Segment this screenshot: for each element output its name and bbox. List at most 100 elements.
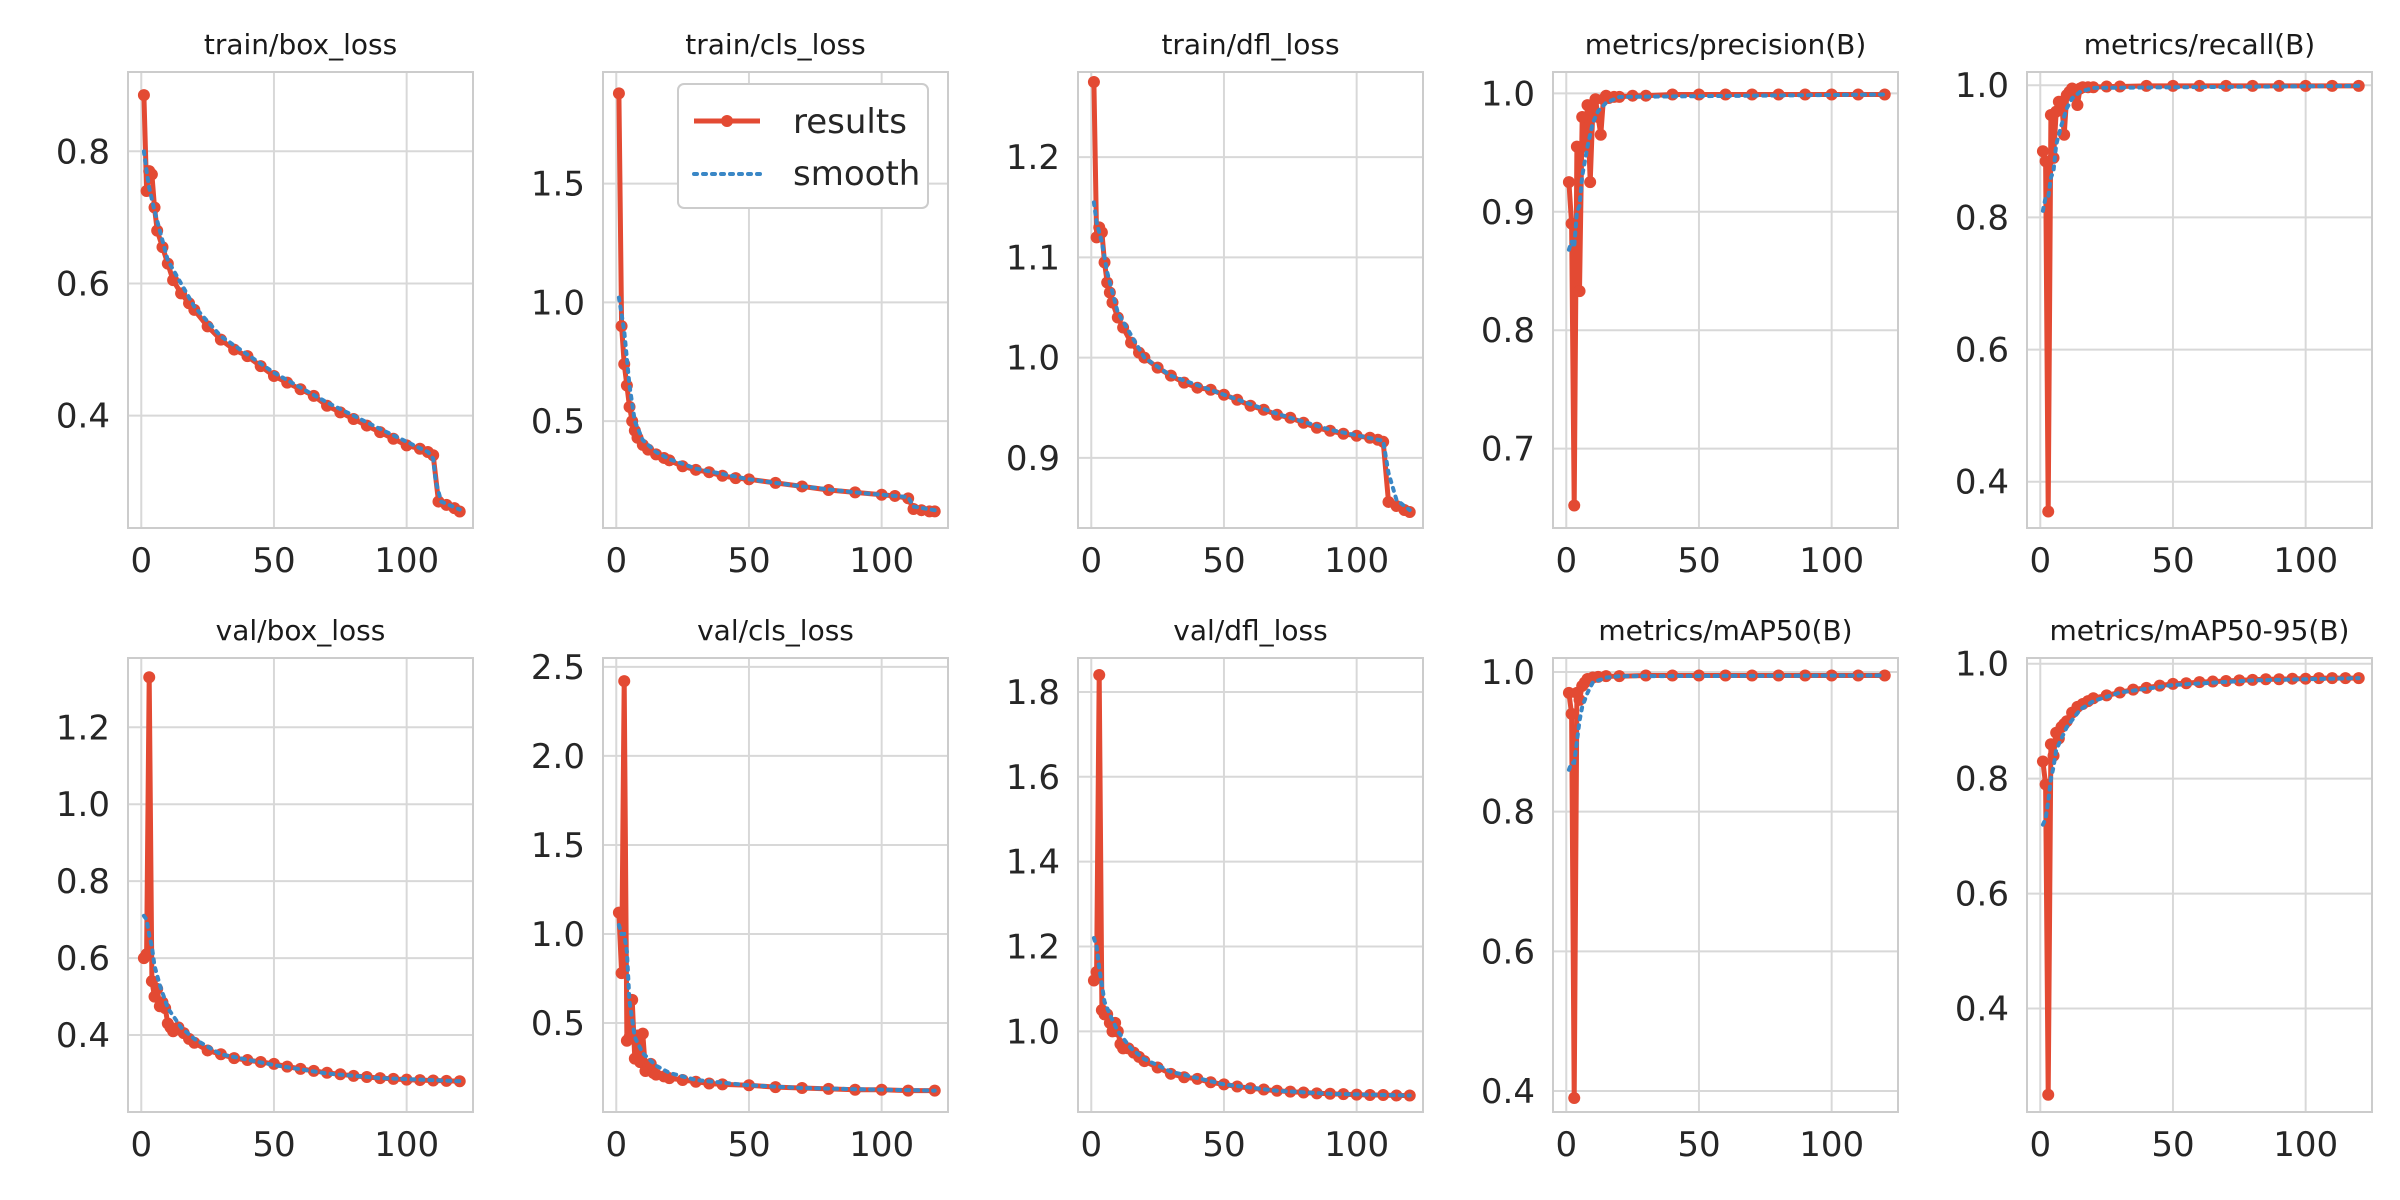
plot-frame [127, 71, 474, 529]
y-tick-label: 0.4 [1955, 463, 2009, 503]
y-tick-label: 1.0 [1006, 1012, 1060, 1052]
y-tick-label: 0.6 [1955, 875, 2009, 915]
results-point [1363, 1089, 1376, 1102]
x-tick-label: 100 [1799, 541, 1864, 581]
x-tick-label: 50 [2151, 1125, 2194, 1165]
y-tick-label: 1.0 [531, 283, 585, 323]
y-tick-label: 0.9 [1481, 193, 1535, 233]
x-tick-label: 50 [2151, 541, 2194, 581]
subplot-title: metrics/mAP50(B) [1598, 614, 1852, 647]
y-tick-label: 1.8 [1006, 673, 1060, 713]
x-tick-label: 100 [2273, 541, 2338, 581]
results-point [143, 671, 156, 684]
results-point [1852, 88, 1865, 101]
results-point [1772, 88, 1785, 101]
y-tick-label: 1.6 [1006, 758, 1060, 798]
x-tick-label: 100 [374, 1125, 439, 1165]
subplot-title: val/dfl_loss [1173, 614, 1327, 647]
results-point [2312, 672, 2325, 685]
x-tick-label: 0 [1555, 1125, 1577, 1165]
y-tick-label: 0.4 [1955, 990, 2009, 1030]
results-point [1087, 76, 1100, 89]
smooth-line [1566, 92, 1887, 252]
y-tick-label: 1.2 [56, 708, 110, 748]
plot-frame [602, 71, 949, 529]
y-tick-label: 2.0 [531, 737, 585, 777]
y-tick-label: 1.4 [1006, 843, 1060, 883]
y-tick-label: 0.8 [56, 862, 110, 902]
y-tick-label: 0.6 [1481, 932, 1535, 972]
x-tick-label: 100 [1799, 1125, 1864, 1165]
results-point [2036, 145, 2049, 158]
x-tick-label: 50 [1202, 541, 1245, 581]
y-tick-label: 1.5 [531, 826, 585, 866]
results-point [2339, 672, 2352, 685]
x-tick-label: 0 [2029, 1125, 2051, 1165]
y-tick-label: 0.8 [1955, 760, 2009, 800]
x-tick-label: 50 [727, 541, 770, 581]
results-point [1568, 1092, 1581, 1105]
y-tick-label: 0.4 [56, 1016, 110, 1056]
results-point [1565, 707, 1578, 720]
y-tick-label: 1.0 [56, 785, 110, 825]
results-point [1093, 668, 1106, 681]
plot-frame [127, 657, 474, 1113]
results-point [1576, 111, 1589, 124]
smooth-line [1091, 200, 1412, 512]
results-point [615, 967, 628, 980]
subplot-title: train/box_loss [204, 28, 397, 61]
x-tick-label: 50 [252, 541, 295, 581]
legend: results smooth [677, 83, 929, 209]
results-point [2042, 505, 2055, 518]
results-point [2060, 715, 2073, 728]
results-point [1799, 88, 1812, 101]
x-tick-label: 50 [1677, 1125, 1720, 1165]
results-point [612, 87, 625, 100]
y-tick-label: 1.0 [531, 915, 585, 955]
legend-results-label: results [793, 102, 907, 142]
x-tick-label: 0 [2029, 541, 2051, 581]
x-tick-label: 50 [1677, 541, 1720, 581]
x-tick-label: 0 [130, 1125, 152, 1165]
y-tick-label: 1.0 [1006, 339, 1060, 379]
y-tick-label: 1.2 [1006, 928, 1060, 968]
y-tick-label: 0.8 [56, 132, 110, 172]
y-tick-label: 1.1 [1006, 238, 1060, 278]
subplot-2: train/dfl_loss 0 50 100 0.9 1.0 1.1 1.2 [1006, 28, 1424, 581]
y-tick-label: 2.5 [531, 648, 585, 688]
x-tick-label: 0 [1080, 1125, 1102, 1165]
x-tick-label: 100 [1324, 1125, 1389, 1165]
results-point [137, 89, 150, 102]
x-tick-label: 0 [1555, 541, 1577, 581]
smooth-line [1566, 673, 1887, 772]
subplot-title: train/dfl_loss [1161, 28, 1339, 61]
y-tick-label: 1.0 [1481, 653, 1535, 693]
y-tick-label: 1.0 [1955, 66, 2009, 106]
smooth-line [1091, 936, 1412, 1098]
smooth-line [141, 149, 462, 512]
y-tick-label: 1.5 [531, 165, 585, 205]
y-tick-label: 0.6 [1955, 331, 2009, 371]
subplot-title: val/box_loss [216, 614, 386, 647]
x-tick-label: 0 [1080, 541, 1102, 581]
x-tick-label: 0 [605, 1125, 627, 1165]
subplot-title: metrics/precision(B) [1585, 28, 1867, 61]
plot-frame [1077, 71, 1424, 529]
results-point [2071, 99, 2084, 112]
subplot-5: val/box_loss 0 50 100 0.4 0.6 0.8 1.0 1.2 [56, 614, 474, 1165]
legend-box [677, 83, 929, 209]
smooth-line [616, 923, 937, 1093]
x-tick-label: 0 [605, 541, 627, 581]
results-point [2050, 105, 2063, 118]
plot-frame [602, 657, 949, 1113]
results-point [1878, 669, 1891, 682]
y-tick-label: 1.2 [1006, 138, 1060, 178]
x-tick-label: 100 [849, 541, 914, 581]
x-tick-label: 100 [374, 541, 439, 581]
results-point [2286, 672, 2299, 685]
y-tick-label: 0.8 [1481, 311, 1535, 351]
y-tick-label: 0.5 [531, 402, 585, 442]
x-tick-label: 50 [727, 1125, 770, 1165]
